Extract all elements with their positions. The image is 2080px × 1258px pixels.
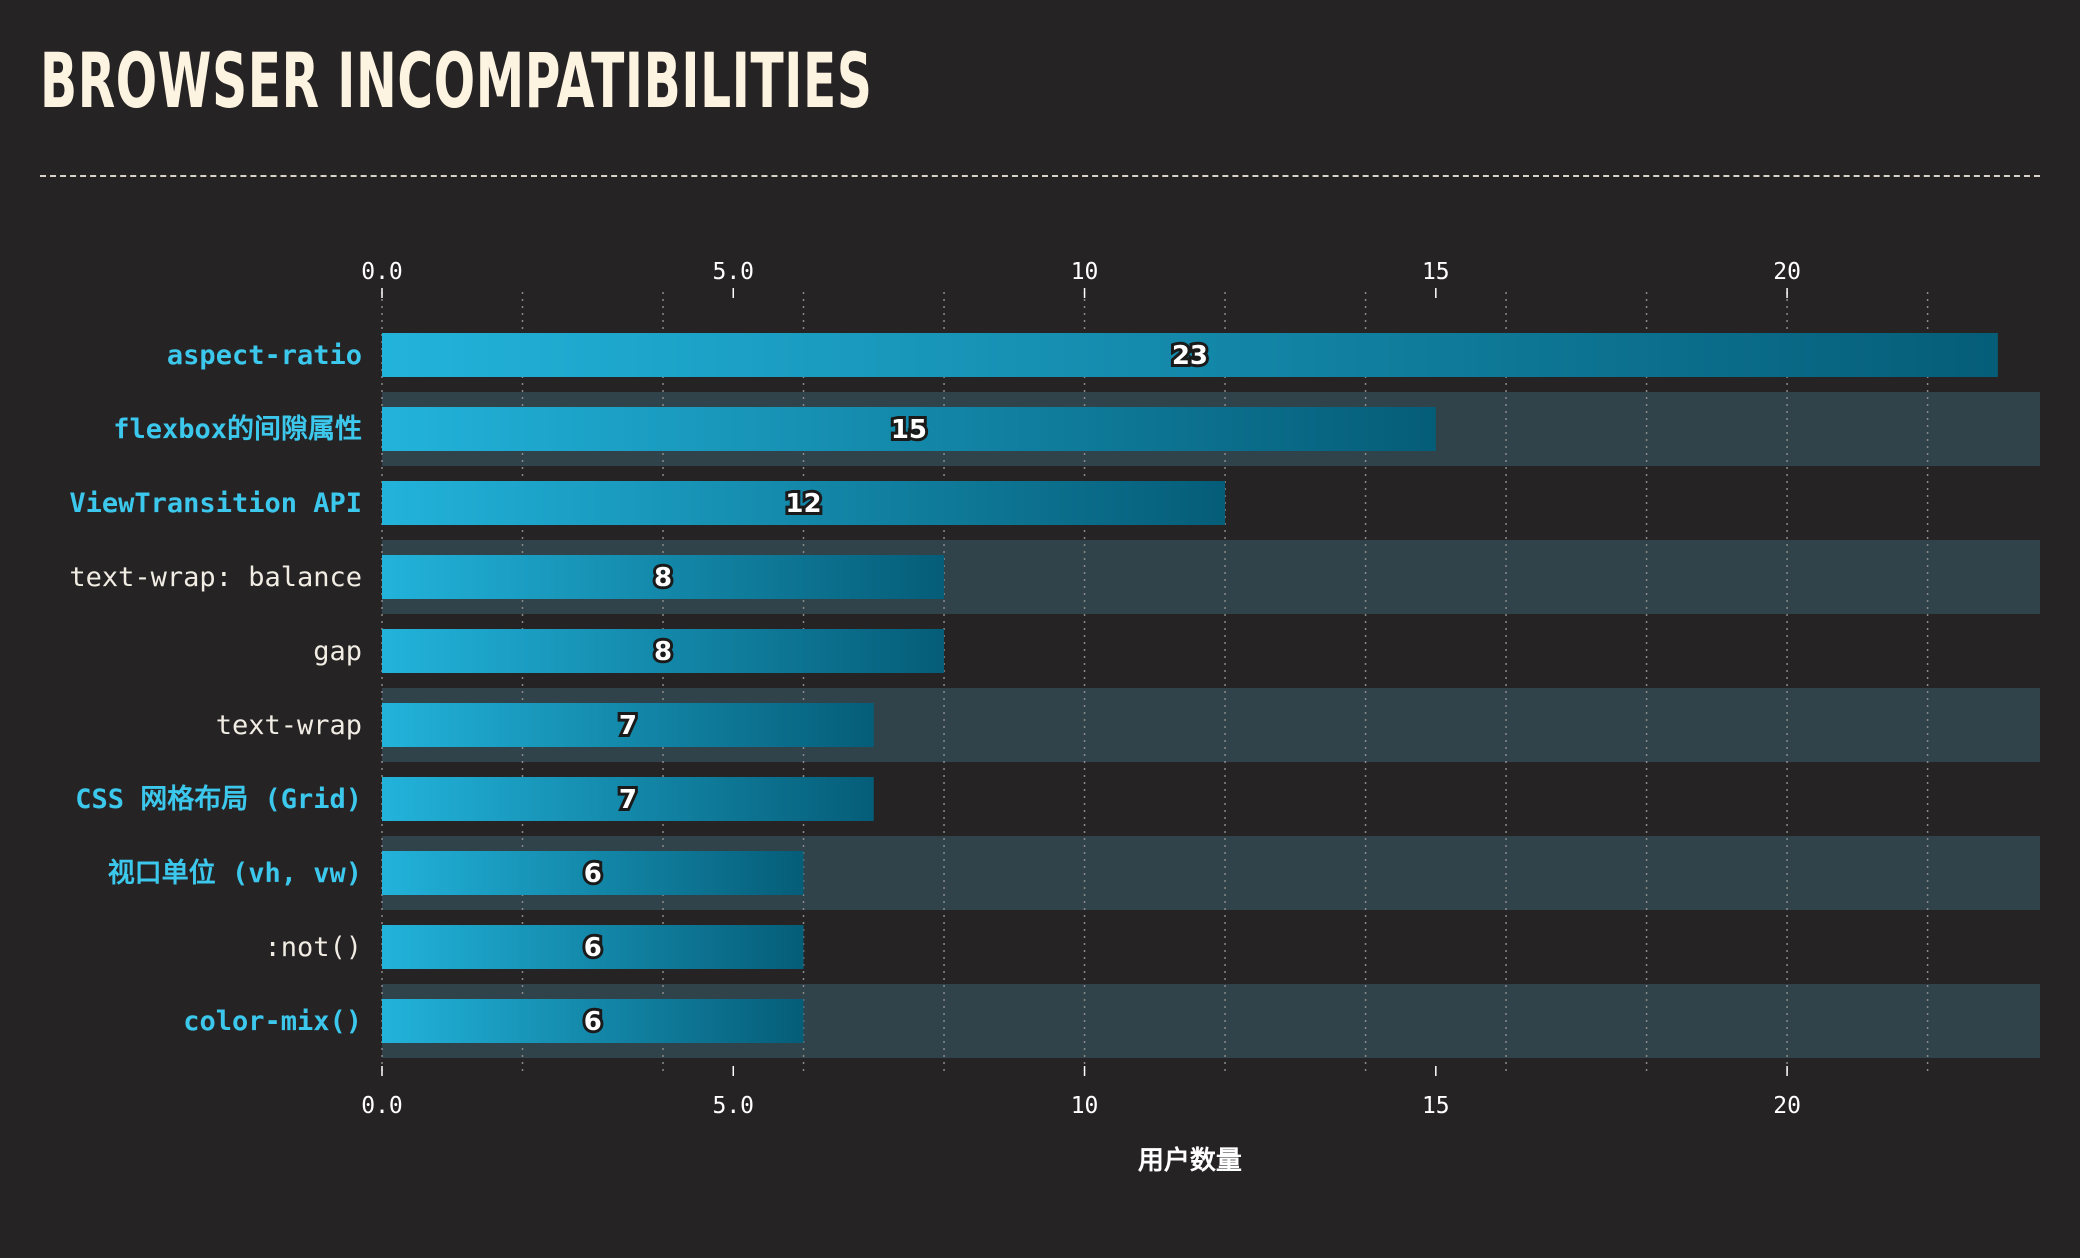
category-label: gap (313, 636, 362, 667)
x-tick-label-top: 20 (1773, 259, 1801, 285)
x-tick-label-top: 15 (1422, 259, 1450, 285)
bar-value-label: 7 (619, 785, 637, 815)
bar (382, 925, 804, 969)
x-axis-title: 用户数量 (1138, 1145, 1242, 1176)
bar-value-label: 23 (1172, 341, 1208, 371)
bar (382, 407, 1436, 451)
x-tick-label-bottom: 10 (1071, 1093, 1099, 1119)
bar (382, 777, 874, 821)
category-label: aspect-ratio (167, 340, 362, 371)
bar (382, 703, 874, 747)
x-tick-label-top: 5.0 (712, 259, 754, 285)
bar-value-label: 6 (584, 933, 602, 963)
bar-value-label: 12 (785, 489, 821, 519)
bar (382, 851, 804, 895)
category-label: text-wrap (216, 710, 362, 741)
category-label: color-mix() (183, 1006, 362, 1037)
bar-value-label: 8 (654, 563, 672, 593)
category-label: 视口单位 (vh, vw) (108, 857, 362, 889)
bar (382, 333, 1998, 377)
bars (382, 333, 1998, 1043)
x-tick-label-bottom: 15 (1422, 1093, 1450, 1119)
category-label: :not() (264, 932, 362, 963)
bar-value-label: 15 (891, 415, 927, 445)
bar-value-label: 6 (584, 1007, 602, 1037)
labels: 23 15 12 8 8 7 7 6 6 6 aspect-ratio flexbox的间隙属性 Vie… (69, 338, 1211, 1040)
x-tick-label-bottom: 20 (1773, 1093, 1801, 1119)
category-label: CSS 网格布局 (Grid) (75, 784, 362, 815)
bar-value-label: 7 (619, 711, 637, 741)
bar (382, 629, 945, 673)
bar-value-label: 6 (584, 859, 602, 889)
page-title: BROWSER INCOMPATIBILITIES (40, 36, 873, 125)
category-label: ViewTransition API (69, 488, 362, 519)
bar-value-label: 8 (654, 637, 672, 667)
bar (382, 999, 804, 1043)
x-tick-label-top: 10 (1071, 259, 1099, 285)
axes: 0.0 0.0 5.0 5.0 10 10 15 15 20 20 用户数量 (361, 259, 1801, 1176)
x-tick-label-bottom: 0.0 (361, 1093, 403, 1119)
category-label: flexbox的间隙属性 (113, 413, 362, 445)
bar (382, 555, 945, 599)
category-label: text-wrap: balance (69, 562, 362, 593)
x-tick-label-top: 0.0 (361, 259, 403, 285)
bar (382, 481, 1226, 525)
title-divider (40, 175, 2040, 177)
x-tick-label-bottom: 5.0 (712, 1093, 754, 1119)
